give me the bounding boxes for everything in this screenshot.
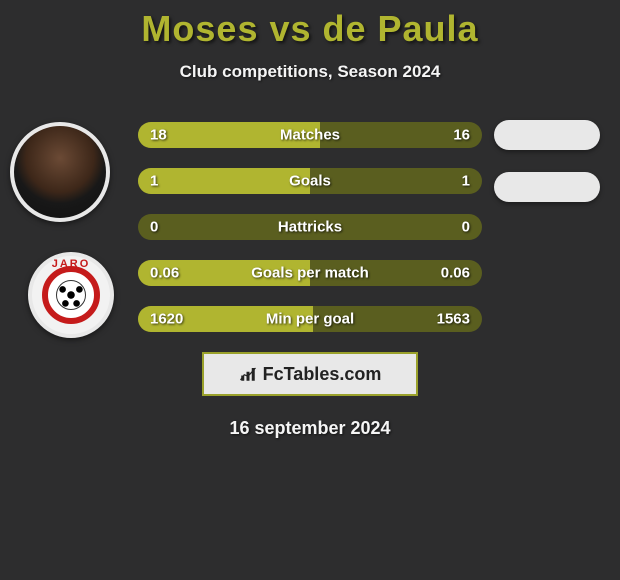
subtitle: Club competitions, Season 2024 [0, 62, 620, 82]
club-badge-inner: JARO [42, 266, 100, 324]
page-title: Moses vs de Paula [0, 8, 620, 50]
stat-label: Min per goal [266, 311, 354, 328]
stat-value-left: 0.06 [150, 265, 179, 282]
brand-text: FcTables.com [263, 364, 382, 385]
stat-value-right: 1 [462, 173, 470, 190]
stat-label: Goals per match [251, 265, 369, 282]
stat-row: 18 16 Matches [138, 122, 482, 148]
date-label: 16 september 2024 [0, 418, 620, 439]
stat-label: Hattricks [278, 219, 342, 236]
stat-bar-left [138, 168, 310, 194]
bar-chart-icon [239, 365, 257, 383]
player-right-club-placeholder [494, 172, 600, 202]
stat-label: Goals [289, 173, 331, 190]
stat-row: 1 1 Goals [138, 168, 482, 194]
stats-area: JARO 1816Matches11Goals00Hattricks0.060.… [0, 122, 620, 332]
stat-row: 0 0 Hattricks [138, 214, 482, 240]
stat-label: Matches [280, 127, 340, 144]
player-left-avatar [10, 122, 110, 222]
comparison-card: Moses vs de Paula Club competitions, Sea… [0, 0, 620, 439]
club-badge-text: JARO [48, 258, 94, 270]
stat-value-left: 0 [150, 219, 158, 236]
player-left-club-badge: JARO [28, 252, 114, 338]
stat-value-right: 1563 [437, 311, 470, 328]
stat-value-right: 16 [453, 127, 470, 144]
stat-value-right: 0 [462, 219, 470, 236]
stat-value-right: 0.06 [441, 265, 470, 282]
stat-row: 1620 1563 Min per goal [138, 306, 482, 332]
stat-row: 0.06 0.06 Goals per match [138, 260, 482, 286]
stat-value-left: 1 [150, 173, 158, 190]
soccer-ball-icon [56, 280, 86, 310]
player-right-avatar-placeholder [494, 120, 600, 150]
stat-value-left: 18 [150, 127, 167, 144]
brand-link[interactable]: FcTables.com [202, 352, 418, 396]
stat-value-left: 1620 [150, 311, 183, 328]
